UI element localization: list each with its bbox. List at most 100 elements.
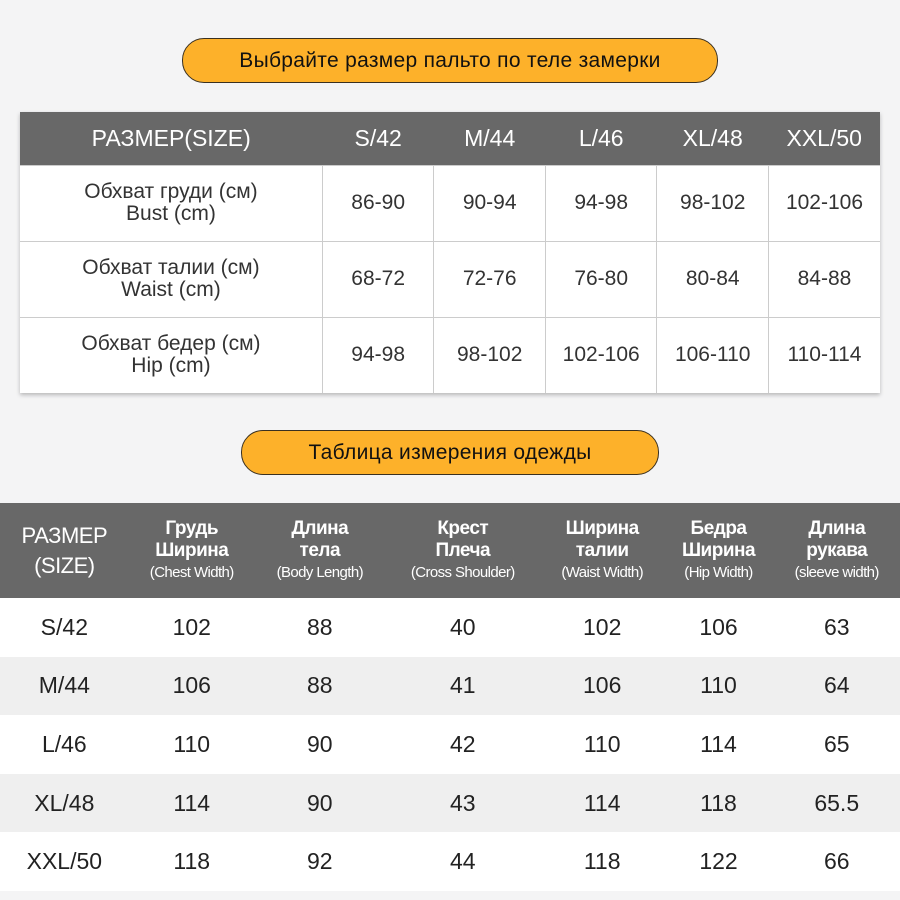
table-cell: 114 (663, 715, 774, 774)
table-cell: 106 (128, 656, 255, 716)
header-ru: Ширина (565, 517, 640, 539)
table-cell: 40 (384, 598, 541, 657)
table-row: Обхват бедер (см) Hip (cm) 94-98 98-102 102-… (20, 316, 880, 393)
header-en: (Hip Width) (684, 563, 753, 581)
label-ru: Обхват бедер (см) (81, 332, 261, 356)
table-cell: M/44 (0, 656, 129, 716)
header-ru: рукава (806, 539, 868, 561)
table-cell: 118 (540, 832, 664, 891)
table-cell: 94-98 (544, 164, 657, 241)
table-header-row: РАЗМЕР (SIZE) Грудь Ширина (Chest Width) Длин… (0, 503, 900, 598)
table-cell: 110-114 (767, 316, 880, 393)
table-cell: 118 (663, 773, 774, 833)
table-cell: 66 (773, 832, 900, 891)
table-cell: 102-106 (544, 316, 657, 393)
header-en: (SIZE) (34, 552, 95, 578)
table-cell: 92 (254, 832, 385, 891)
header-ru: Крест (437, 517, 489, 539)
header-ru: Бедра (690, 517, 747, 539)
table-cell: 41 (384, 656, 541, 716)
label-en: Waist (cm) (121, 278, 221, 301)
column-header: Ширина талии (Waist Width) (540, 503, 664, 598)
banner-body-measurements: Выбрайте размер пальто по теле замерки (182, 38, 718, 83)
column-header: Бедра Ширина (Hip Width) (663, 503, 774, 598)
measurement-label: Обхват бедер (см) Hip (cm) (20, 316, 323, 393)
table-cell: XXL/50 (0, 832, 129, 891)
table-cell: 72-76 (433, 240, 546, 317)
table-row: Обхват талии (см) Waist (cm) 68-72 72-76 76-… (20, 240, 880, 317)
table-cell: 90 (254, 715, 385, 774)
header-ru: Длина (291, 517, 349, 539)
header-ru: Длина (808, 517, 866, 539)
table-cell: 65 (773, 715, 900, 774)
measurement-label: Обхват груди (см) Bust (cm) (20, 164, 323, 241)
column-header: XXL/50 (768, 112, 880, 165)
header-ru: Грудь (165, 517, 219, 539)
body-size-table: РАЗМЕР(SIZE) S/42 M/44 L/46 XL/48 XXL/50… (20, 112, 880, 393)
header-en: (Body Length) (276, 563, 364, 581)
label-en: Bust (cm) (126, 202, 216, 225)
column-header: Грудь Ширина (Chest Width) (128, 503, 255, 598)
table-cell: 68-72 (321, 240, 434, 317)
table-cell: 90 (254, 773, 385, 833)
table-cell: 43 (384, 773, 541, 833)
header-en: (sleeve width) (794, 563, 880, 581)
column-header: Длина тела (Body Length) (254, 503, 385, 598)
table-cell: 88 (254, 598, 385, 657)
table-cell: 44 (384, 832, 541, 891)
table-header-row: РАЗМЕР(SIZE) S/42 M/44 L/46 XL/48 XXL/50 (20, 112, 880, 165)
table-cell: 122 (663, 832, 774, 891)
table-cell: 86-90 (321, 164, 434, 241)
header-ru: Ширина (155, 539, 229, 561)
header-en: (Waist Width) (561, 563, 643, 581)
table-cell: 114 (540, 773, 664, 833)
table-cell: S/42 (0, 598, 129, 657)
column-header: L/46 (545, 112, 657, 165)
garment-size-table: РАЗМЕР (SIZE) Грудь Ширина (Chest Width) Длин… (0, 503, 900, 891)
column-header: S/42 (322, 112, 434, 165)
table-row: XXL/50 118 92 44 118 122 66 (0, 832, 900, 891)
table-cell: 80-84 (656, 240, 769, 317)
table-cell: 102 (128, 598, 255, 657)
table-cell: 76-80 (544, 240, 657, 317)
table-cell: XL/48 (0, 773, 129, 833)
table-cell: 90-94 (433, 164, 546, 241)
table-cell: 110 (128, 715, 255, 774)
table-row: XL/48 114 90 43 114 118 65.5 (0, 773, 900, 833)
column-header: Длина рукава (sleeve width) (773, 503, 900, 598)
header-ru: Плеча (435, 539, 491, 561)
table-cell: 84-88 (767, 240, 880, 317)
label-ru: Обхват талии (см) (82, 256, 260, 279)
table-cell: L/46 (0, 715, 129, 774)
column-header: РАЗМЕР (SIZE) (0, 503, 129, 598)
table-row: M/44 106 88 41 106 110 64 (0, 656, 900, 716)
table-cell: 102 (540, 598, 664, 657)
table-row: L/46 110 90 42 110 114 65 (0, 715, 900, 774)
table-cell: 102-106 (767, 164, 880, 241)
table-cell: 110 (663, 656, 774, 716)
table-cell: 65.5 (773, 773, 900, 833)
header-en: (Chest Width) (149, 563, 234, 581)
column-header: Крест Плеча (Cross Shoulder) (384, 503, 541, 598)
table-cell: 110 (540, 715, 664, 774)
label-ru: Обхват груди (см) (84, 180, 258, 203)
table-row: S/42 102 88 40 102 106 63 (0, 598, 900, 657)
table-cell: 64 (773, 656, 900, 716)
table-cell: 63 (773, 598, 900, 657)
table-cell: 88 (254, 656, 385, 716)
table-row: Обхват груди (см) Bust (cm) 86-90 90-94 94-9… (20, 164, 880, 241)
table-cell: 42 (384, 715, 541, 774)
table-cell: 118 (128, 832, 255, 891)
table-cell: 106 (663, 598, 774, 657)
banner-garment-measurements: Таблица измерения одежды (241, 430, 659, 475)
column-header: РАЗМЕР(SIZE) (20, 112, 323, 165)
table-cell: 106 (540, 656, 664, 716)
header-ru: РАЗМЕР (21, 522, 108, 548)
header-ru: Ширина (681, 539, 756, 561)
table-cell: 106-110 (656, 316, 769, 393)
table-cell: 98-102 (433, 316, 546, 393)
header-en: (Cross Shoulder) (410, 563, 515, 581)
table-cell: 94-98 (321, 316, 434, 393)
column-header: M/44 (433, 112, 546, 165)
measurement-label: Обхват талии (см) Waist (cm) (20, 240, 323, 317)
